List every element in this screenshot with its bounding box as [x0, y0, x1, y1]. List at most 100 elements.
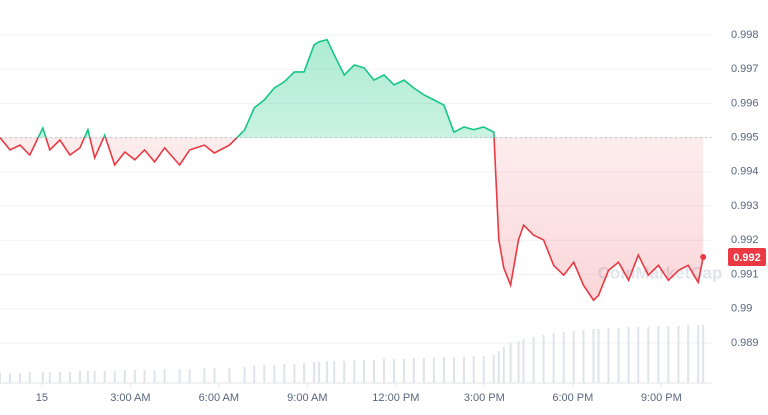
volume-bar	[343, 361, 346, 383]
volume-bar	[702, 325, 705, 383]
volume-bar	[143, 370, 146, 383]
volume-bar	[203, 368, 206, 383]
volume-bar	[153, 370, 156, 383]
y-tick-label: 0.998	[731, 29, 759, 41]
volume-bar	[687, 325, 690, 383]
area-up	[0, 39, 704, 138]
volume-bar	[482, 356, 485, 383]
volume-bar	[637, 327, 640, 383]
volume-bar	[253, 366, 256, 383]
area-down	[0, 137, 704, 301]
y-tick-label: 0.989	[731, 337, 759, 349]
volume-bar	[472, 356, 475, 383]
volume-bar	[532, 337, 535, 383]
volume-bar	[243, 367, 246, 383]
volume-bar	[318, 362, 321, 383]
volume-bar	[647, 327, 650, 383]
volume-bar	[509, 343, 512, 383]
volume-bar	[48, 372, 51, 383]
volume-bar	[597, 329, 600, 383]
volume-bar	[273, 365, 276, 383]
x-tick-label: 3:00 PM	[464, 392, 505, 404]
volume-bar	[697, 325, 700, 383]
volume-bar	[228, 368, 231, 383]
y-tick-label: 0.994	[731, 166, 759, 178]
price-line-down	[0, 137, 704, 302]
y-tick-label: 0.991	[731, 268, 759, 280]
last-point	[700, 254, 707, 261]
volume-bar	[86, 371, 89, 383]
x-tick-label: 6:00 PM	[552, 392, 593, 404]
volume-bar	[113, 371, 116, 383]
x-tick-label: 15	[36, 392, 48, 404]
x-tick-label: 9:00 AM	[287, 392, 327, 404]
volume-bar	[572, 331, 575, 383]
y-tick-label: 0.996	[731, 97, 759, 109]
volume-bar	[188, 369, 191, 383]
price-line-up	[0, 38, 495, 138]
volume-bar	[373, 360, 376, 383]
volume-bar	[263, 365, 266, 383]
volume-bar	[492, 355, 495, 383]
volume-bar	[303, 363, 306, 383]
volume-bar	[502, 347, 505, 383]
volume-bar	[103, 371, 106, 383]
y-tick-label: 0.993	[731, 200, 759, 212]
volume-bar	[178, 369, 181, 383]
volume-bar	[293, 364, 296, 383]
volume-bar	[362, 360, 365, 383]
volume-bar	[562, 332, 565, 383]
volume-bar	[497, 351, 500, 383]
volume-bar	[422, 358, 425, 383]
y-tick-label: 0.99	[731, 303, 752, 315]
volume-bar	[93, 371, 96, 383]
volume-bar	[517, 341, 520, 383]
volume-bar	[383, 359, 386, 383]
volume-bar	[522, 339, 525, 383]
volume-bar	[326, 361, 329, 383]
volume-bar	[393, 359, 396, 383]
volume-bar	[627, 327, 630, 383]
volume-bar	[78, 371, 81, 383]
volume-bar	[582, 330, 585, 383]
volume-bar	[617, 328, 620, 383]
volume-bar	[123, 370, 126, 383]
volume-bar	[412, 358, 415, 383]
volume-bar	[313, 362, 316, 383]
x-tick-label: 3:00 AM	[110, 392, 150, 404]
volume-bar	[163, 369, 166, 383]
volume-bar	[333, 361, 336, 383]
volume-bar	[462, 357, 465, 383]
volume-bar	[667, 326, 670, 383]
volume-bar	[19, 373, 22, 383]
x-tick-label: 12:00 PM	[372, 392, 419, 404]
volume-bar	[442, 357, 445, 383]
volume-bar	[9, 373, 12, 383]
volume-bar	[41, 372, 44, 383]
y-tick-label: 0.997	[731, 63, 759, 75]
volume-bar	[657, 326, 660, 383]
volume-bar	[552, 333, 555, 383]
volume-bar	[452, 357, 455, 383]
y-tick-label: 0.995	[731, 131, 759, 143]
x-tick-label: 6:00 AM	[199, 392, 239, 404]
volume-bar	[133, 370, 136, 383]
volume-bar	[28, 372, 31, 383]
volume-bar	[403, 359, 406, 383]
volume-bar	[607, 328, 610, 383]
volume-bar	[58, 372, 61, 383]
volume-bar	[213, 368, 216, 383]
volume-bar	[542, 335, 545, 383]
volume-bar	[283, 364, 286, 383]
volume-bar	[353, 360, 356, 383]
volume-bar	[0, 373, 1, 383]
volume-bar	[68, 372, 71, 383]
volume-bar	[677, 326, 680, 383]
volume-bar	[592, 329, 595, 383]
price-tag	[728, 248, 766, 267]
price-tag-label: 0.992	[733, 252, 761, 264]
volume-bar	[432, 358, 435, 383]
y-tick-label: 0.992	[731, 234, 759, 246]
x-tick-label: 9:00 PM	[641, 392, 682, 404]
